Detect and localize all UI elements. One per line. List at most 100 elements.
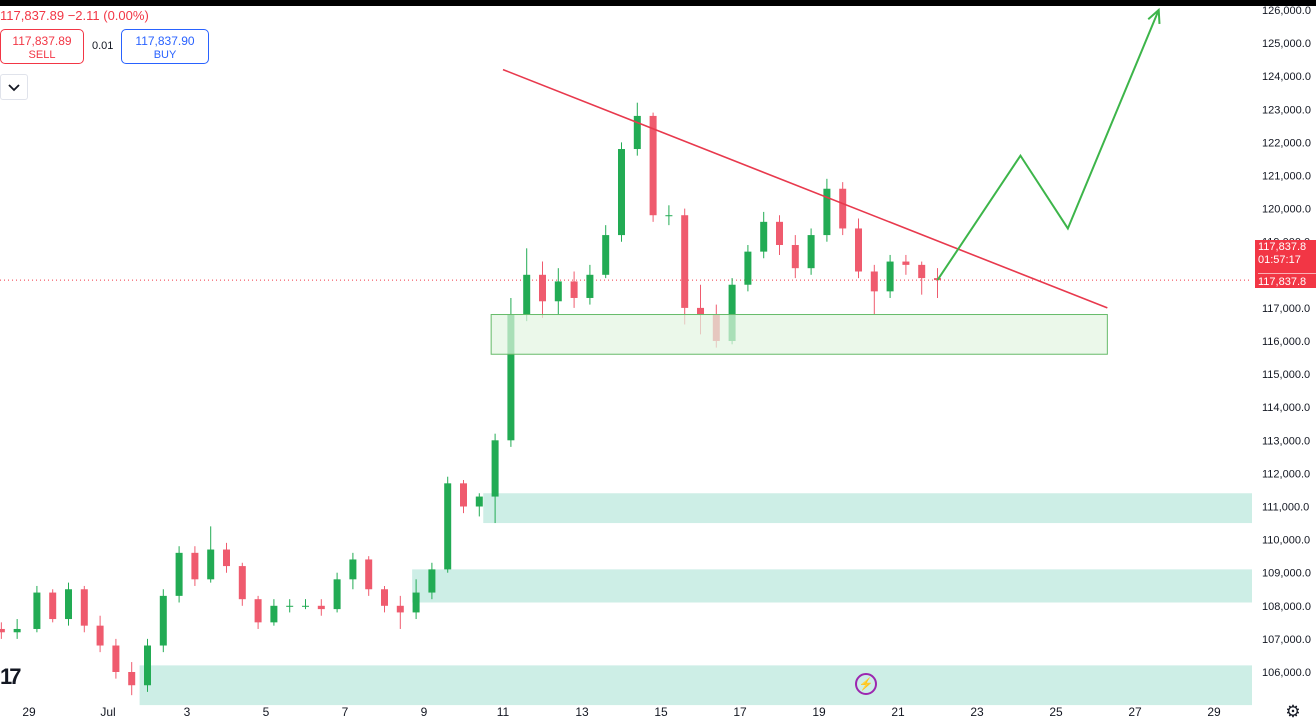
time-tick-label: 19 [812,705,826,719]
candle [223,542,230,573]
candle [523,248,531,322]
time-tick-label: 7 [342,705,349,719]
candle [65,582,72,626]
candle-body [302,605,309,607]
support-zone [139,665,1253,706]
support-box[interactable] [490,314,1108,355]
candle-body [65,589,72,620]
price-tick-label: 124,000.0 [1262,71,1311,83]
price-summary: 117,837.89 −2.11 (0.00%) [0,8,149,23]
candle [554,268,562,315]
price-tick-label: 115,000.0 [1262,369,1310,381]
price-tick-label: 120,000.0 [1262,204,1311,216]
candle-body [633,115,641,150]
candle [381,585,388,613]
price-axis[interactable]: 106,000.0 107,000.0 108,000.0 109,000.0 110,… [1262,5,1311,679]
time-tick-label: 9 [421,705,428,719]
buy-label: BUY [153,49,177,61]
candle-body [539,274,546,302]
price-tick-label: 122,000.0 [1262,137,1311,149]
candle [286,599,294,613]
current-price-tag: 117,837.8 01:57:17 117,837.8 [1255,240,1316,288]
candle [586,264,594,305]
price-tick-label: 123,000.0 [1262,104,1311,116]
candle [665,205,673,226]
settings-icon[interactable]: ⚙ [1285,702,1301,721]
candle [618,142,625,242]
drawings-layer[interactable] [490,7,1161,355]
price-tick-label: 116,000.0 [1262,336,1310,348]
projection-path[interactable] [936,9,1160,281]
candle [80,585,88,633]
candle-body [49,592,57,620]
candle-body [586,274,594,298]
candle [918,261,926,295]
candle [412,579,420,620]
candle-body [13,628,21,633]
candle-body [270,605,278,623]
candle [428,562,436,600]
candle [238,562,246,606]
candle [49,589,57,623]
candle [460,480,467,514]
candle-body [428,569,436,593]
candle [870,264,878,315]
candle-body [191,552,199,580]
candle-body [444,483,452,570]
candle [144,638,151,692]
candle-body [507,314,515,441]
candle-body [744,251,752,285]
candle [333,572,341,613]
candle-body [349,559,357,580]
buy-price: 117,837.90 [135,34,195,48]
spread-value: 0.01 [92,40,114,52]
tradingview-logo[interactable]: 17 [0,664,22,689]
price-tick-label: 106,000.0 [1262,667,1311,679]
candle-body [333,579,341,610]
sell-button[interactable]: 117,837.89 SELL [0,29,84,64]
candle [744,245,752,292]
candle-body [697,307,704,315]
candle-body [381,589,388,606]
price-tick-label: 117,000.0 [1262,303,1310,315]
candle-body [207,549,215,580]
candle [855,218,862,279]
candle-body [33,592,41,629]
candle [270,599,278,626]
candle-body [365,559,373,590]
candle-body [618,149,625,236]
buy-button[interactable]: 117,837.90 BUY [121,29,209,64]
time-tick-label: Jul [100,705,115,719]
candle-body [460,483,467,507]
price-tick-label: 126,000.0 [1262,5,1311,17]
flash-icon[interactable]: ⚡ [855,673,877,695]
candle [159,589,167,653]
candle-body [175,552,183,596]
candle [807,228,815,275]
candle-body [412,592,420,613]
candle [491,433,499,524]
candle-body [681,215,689,308]
candle [839,182,847,236]
trendline[interactable] [502,68,1108,309]
price-tick-label: 109,000.0 [1262,568,1311,580]
price-tick-label: 107,000.0 [1262,634,1311,646]
candle [539,261,546,318]
candle [254,595,262,629]
price-tag-line-3: 117,837.8 [1258,273,1316,289]
candle-body [159,595,167,646]
candle [776,215,783,255]
candle [207,526,215,583]
time-axis[interactable]: 29 Jul 3 5 7 9 11 13 15 17 19 21 23 25 27 29 [22,705,1221,719]
collapse-button[interactable] [0,74,28,100]
chevron-down-icon [8,84,20,92]
candle-body [870,271,878,292]
candle [0,622,5,639]
candle [191,546,199,586]
price-tick-label: 114,000.0 [1262,402,1310,414]
candle [317,599,325,616]
candle-body [317,605,325,610]
support-zone [483,493,1252,524]
candle-body [602,235,610,275]
